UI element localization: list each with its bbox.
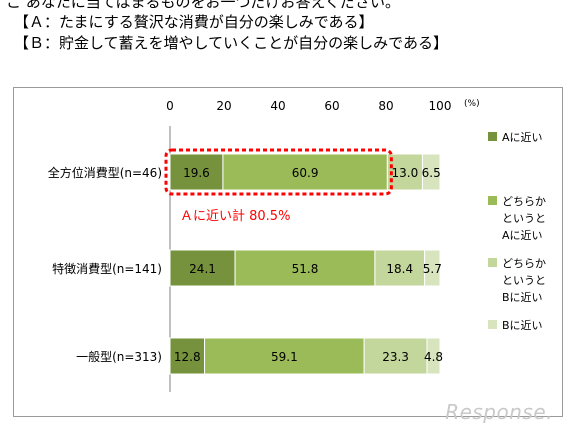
legend-label: どちらかというと Bに近い [502, 257, 546, 304]
data-label: 12.8 [174, 350, 201, 364]
bar-segment [421, 153, 441, 191]
data-label: 59.1 [271, 350, 298, 364]
data-label: 51.8 [292, 262, 319, 276]
legend-swatch [488, 196, 497, 205]
chart-frame: 0 20 40 60 80 100 (%) 全方位消費型(n=46) 19.6 60.9 13.0 6… [13, 87, 563, 417]
bar-segment [169, 337, 206, 375]
legend-swatch [488, 320, 497, 329]
data-label: 6.5 [422, 166, 441, 180]
legend-swatch [488, 258, 497, 267]
bar-segment [424, 249, 441, 287]
x-tick-label: 60 [324, 99, 339, 113]
x-tick-label: 20 [216, 99, 231, 113]
legend-label-line: というと [502, 212, 546, 225]
annotation-outline [164, 148, 393, 196]
x-tick-label: 80 [378, 99, 393, 113]
bar-segment [222, 153, 388, 191]
bar-segment [169, 153, 224, 191]
annotation-text: Ａに近い計 80.5% [180, 208, 290, 224]
data-label: 4.8 [424, 350, 443, 364]
bar-segment [234, 249, 376, 287]
statement-b: 【Ｂ：貯金して蓄えを増やしていくことが自分の楽しみである】 [14, 34, 448, 52]
legend-label: Aに近い [502, 131, 543, 144]
category-label: 全方位消費型(n=46) [48, 165, 162, 180]
legend-swatch [488, 132, 497, 141]
legend-label: Bに近い [502, 319, 543, 332]
bar-segment [169, 249, 236, 287]
category-label: 一般型(n=313) [76, 349, 162, 364]
legend-label-line: Bに近い [502, 291, 543, 304]
data-label: 13.0 [392, 166, 419, 180]
data-label: 60.9 [292, 166, 319, 180]
legend-label-line: どちらか [502, 257, 546, 270]
bar-segment [204, 337, 365, 375]
data-label: 5.7 [423, 262, 442, 276]
legend-label: どちらかというと Aに近い [502, 195, 546, 242]
x-tick-label: 0 [166, 99, 174, 113]
legend-label-line: というと [502, 274, 546, 287]
x-tick-label: 40 [270, 99, 285, 113]
statement-a: 【Ａ：たまにする贅沢な消費が自分の楽しみである】 [14, 13, 374, 31]
category-label: 特徴消費型(n=141) [52, 261, 162, 276]
bar-segment [363, 337, 428, 375]
legend-label-line: どちらか [502, 195, 546, 208]
stacked-bar-chart: 0 20 40 60 80 100 (%) 全方位消費型(n=46) 19.6 60.9 13.0 6… [48, 99, 546, 392]
cut-off-question-line: こ あなたに当てはまるものをお一つだけお答えください。 [6, 0, 401, 11]
axis-unit-label: (%) [464, 99, 480, 109]
bar-segment [426, 337, 441, 375]
watermark-logo: Response. [445, 400, 553, 424]
data-label: 18.4 [386, 262, 413, 276]
x-tick-label: 100 [429, 99, 452, 113]
legend-label-line: Bに近い [502, 319, 543, 332]
data-label: 23.3 [382, 350, 409, 364]
bar-segment [374, 249, 426, 287]
data-label: 24.1 [189, 262, 216, 276]
legend-label-line: Aに近い [502, 131, 543, 144]
data-label: 19.6 [183, 166, 210, 180]
legend-label-line: Aに近い [502, 229, 543, 242]
